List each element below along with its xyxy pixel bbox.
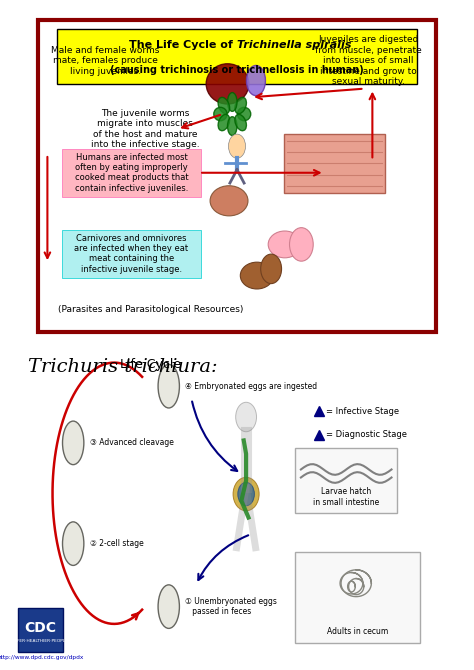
Circle shape (228, 134, 246, 158)
Ellipse shape (228, 117, 237, 135)
Text: The Life Cycle of: The Life Cycle of (129, 40, 237, 50)
Ellipse shape (240, 262, 273, 289)
Ellipse shape (237, 107, 251, 121)
Ellipse shape (63, 522, 84, 565)
FancyBboxPatch shape (57, 29, 417, 84)
Ellipse shape (246, 66, 265, 96)
Ellipse shape (218, 115, 229, 131)
Text: (causing trichinosis or trichnellosis in human): (causing trichinosis or trichnellosis in… (110, 65, 364, 75)
Text: http://www.dpd.cdc.gov/dpdx: http://www.dpd.cdc.gov/dpdx (0, 655, 83, 659)
FancyBboxPatch shape (63, 149, 201, 196)
Ellipse shape (235, 97, 246, 114)
Ellipse shape (228, 92, 237, 111)
FancyBboxPatch shape (295, 552, 420, 643)
Text: The juvenile worms
migrate into muscles
of the host and mature
into the infectiv: The juvenile worms migrate into muscles … (91, 109, 200, 149)
Text: ④ Embryonated eggs are ingested: ④ Embryonated eggs are ingested (185, 382, 318, 391)
FancyBboxPatch shape (295, 448, 397, 513)
FancyBboxPatch shape (9, 348, 465, 663)
Text: Juveniles are digested
from muscle, penetrate
into tissues of small
intestine an: Juveniles are digested from muscle, pene… (315, 36, 422, 86)
Text: ② 2-cell stage: ② 2-cell stage (90, 539, 144, 548)
Ellipse shape (235, 115, 246, 131)
Text: = Infective Stage: = Infective Stage (326, 407, 399, 416)
Circle shape (290, 228, 313, 261)
FancyBboxPatch shape (38, 20, 436, 332)
Text: = Diagnostic Stage: = Diagnostic Stage (326, 430, 407, 440)
Ellipse shape (210, 186, 248, 216)
Text: ③ Advanced cleavage: ③ Advanced cleavage (90, 438, 173, 448)
Ellipse shape (233, 477, 259, 511)
Text: CDC: CDC (24, 621, 56, 634)
Text: Carnivores and omnivores
are infected when they eat
meat containing the
infectiv: Carnivores and omnivores are infected wh… (74, 234, 189, 274)
Ellipse shape (218, 97, 229, 114)
Text: SAFER·HEALTHIER·PEOPLE: SAFER·HEALTHIER·PEOPLE (12, 639, 69, 643)
Ellipse shape (63, 421, 84, 465)
Ellipse shape (268, 231, 301, 258)
Text: Trichuris trichiura:: Trichuris trichiura: (28, 358, 218, 376)
Ellipse shape (158, 585, 179, 628)
Text: Trichinella spiralis: Trichinella spiralis (237, 40, 352, 50)
Text: Adults in cecum: Adults in cecum (327, 627, 388, 636)
FancyBboxPatch shape (18, 608, 63, 652)
Ellipse shape (238, 482, 255, 506)
Ellipse shape (206, 64, 249, 104)
Text: (Parasites and Parasitological Resources): (Parasites and Parasitological Resources… (58, 306, 243, 314)
Text: Larvae hatch
in small intestine: Larvae hatch in small intestine (313, 487, 379, 507)
FancyBboxPatch shape (63, 230, 201, 277)
FancyBboxPatch shape (284, 134, 385, 193)
Text: Humans are infected most
often by eating improperly
cooked meat products that
co: Humans are infected most often by eating… (75, 153, 188, 193)
Ellipse shape (158, 364, 179, 408)
Text: ① Unembryonated eggs
   passed in feces: ① Unembryonated eggs passed in feces (185, 597, 277, 616)
Circle shape (261, 254, 282, 283)
Ellipse shape (214, 107, 227, 121)
Text: Male and female worms
mate, females produce
living juveniles.: Male and female worms mate, females prod… (51, 46, 160, 76)
Text: Life Cycle: Life Cycle (116, 358, 181, 371)
Circle shape (236, 402, 256, 431)
